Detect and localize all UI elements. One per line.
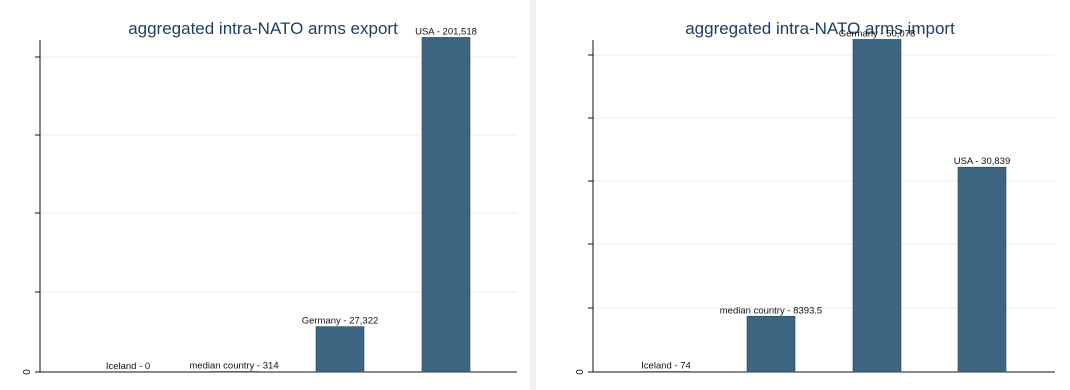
chart-title: aggregated intra-NATO arms import [685,19,955,38]
data-label: median country - 8393.5 [720,305,822,316]
export-chart-panel: aggregated intra-NATO arms export 0 Icelan… [0,0,530,390]
bar-median-country [746,315,796,373]
data-label: USA - 201,518 [415,26,477,37]
y-tick-label: 0 [575,369,586,375]
y-tick-label: 0 [22,369,33,375]
import-bar-chart: aggregated intra-NATO arms import 0 Icelan… [575,19,1055,375]
bar-germany [315,326,365,373]
bar-germany [852,39,902,373]
data-label: Iceland - 0 [106,361,150,372]
import-chart-panel: aggregated intra-NATO arms import 0 Icelan… [536,0,1070,390]
data-label: Germany - 27,322 [302,316,379,327]
panel-separator [530,0,536,390]
bar-median-country [209,371,259,373]
data-label: median country - 314 [189,360,278,371]
data-label: Germany - 50,078 [839,28,916,39]
bar-usa [421,37,471,373]
export-bar-chart: aggregated intra-NATO arms export 0 Icelan… [22,19,517,375]
bar-usa [957,166,1007,373]
chart-title: aggregated intra-NATO arms export [128,19,398,38]
data-label: USA - 30,839 [954,156,1011,167]
data-label: Iceland - 74 [641,361,691,372]
